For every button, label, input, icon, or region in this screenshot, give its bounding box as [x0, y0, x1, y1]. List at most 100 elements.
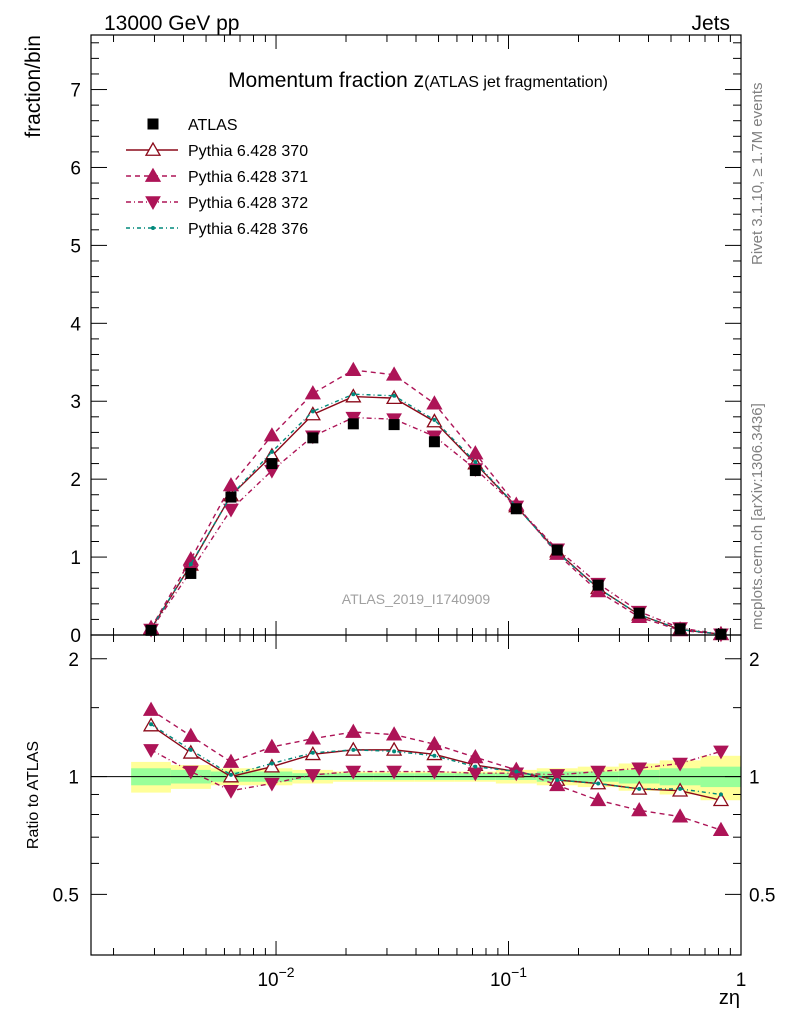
legend-marker — [144, 167, 162, 182]
data-point — [347, 418, 359, 430]
ratio-point — [385, 726, 403, 741]
ratio-tick-label: 0.5 — [53, 885, 79, 906]
data-point — [467, 445, 484, 460]
legend-entry: ATLAS — [147, 117, 238, 134]
ratio-point — [304, 730, 321, 745]
data-point — [432, 417, 437, 422]
ratio-point — [549, 769, 566, 783]
y-axis-label: fraction/bin — [22, 35, 45, 138]
legend-marker — [145, 196, 161, 211]
legend-marker — [147, 118, 159, 130]
legend-label: Pythia 6.428 372 — [188, 195, 308, 212]
data-point — [426, 395, 443, 410]
legend-entry: Pythia 6.428 372 — [126, 195, 308, 212]
ratio-point — [549, 776, 566, 792]
ratio-point — [718, 792, 723, 797]
ratio-point — [345, 765, 362, 780]
legend-label: ATLAS — [188, 117, 238, 134]
legend-label: Pythia 6.428 370 — [188, 143, 308, 160]
process-label: Jets — [691, 12, 730, 35]
data-point — [345, 361, 362, 376]
ratio-point — [473, 764, 478, 769]
series-line-main — [150, 416, 722, 635]
data-point — [469, 465, 481, 477]
legend: ATLAS Pythia 6.428 370 Pythia 6.428 371 Pyt… — [126, 117, 308, 238]
ratio-tick-label: 2 — [749, 650, 760, 671]
data-point — [185, 567, 197, 579]
data-point — [674, 623, 686, 635]
legend-label: Pythia 6.428 371 — [188, 169, 308, 186]
ratio-point — [228, 772, 233, 777]
axes-layer: 10−2 10−1 1 0 1 2 3 4 5 6 7 0.5 0.5 1 1 2 2 — [53, 34, 775, 991]
data-point — [633, 607, 645, 619]
ratio-point — [345, 723, 362, 738]
series-layer — [142, 361, 730, 836]
mcplots-label: mcplots.cern.ch [arXiv:1306.3436] — [749, 403, 766, 630]
legend-entry: Pythia 6.428 371 — [126, 167, 308, 186]
ratio-tick-label: 2 — [68, 650, 79, 671]
ratio-point — [432, 753, 437, 758]
ratio-point — [631, 801, 648, 817]
data-point — [385, 366, 403, 381]
y-tick-label: 4 — [70, 314, 81, 335]
data-point — [351, 392, 356, 397]
ratio-point — [712, 791, 730, 807]
ratio-point — [182, 727, 199, 742]
chart-title: Momentum fraction z(ATLAS jet fragmentat… — [228, 69, 608, 92]
ratio-point — [264, 777, 280, 792]
x-tick-label: 10−2 — [257, 964, 294, 991]
data-point — [510, 503, 522, 515]
data-point — [592, 579, 604, 591]
data-point — [225, 491, 237, 503]
data-point — [428, 436, 440, 448]
analysis-watermark: ATLAS_2019_I1740909 — [342, 591, 491, 607]
legend-marker — [151, 226, 155, 230]
ratio-point — [596, 781, 601, 786]
ratio-point — [263, 758, 281, 773]
y-tick-label: 0 — [70, 626, 81, 647]
ratio-point — [304, 769, 321, 783]
y-tick-label: 7 — [70, 81, 81, 102]
data-point — [473, 460, 478, 465]
ratio-point — [222, 753, 240, 768]
ratio-point — [712, 821, 730, 836]
ratio-point — [263, 738, 281, 753]
data-point — [304, 406, 321, 421]
ratio-point — [713, 745, 729, 760]
ratio-point — [351, 747, 356, 752]
legend-marker — [144, 141, 162, 156]
ratio-plot-frame — [90, 634, 742, 956]
ratio-uncertainty-bands — [131, 755, 741, 801]
chart-title-main: Momentum fraction z — [228, 69, 424, 92]
y-tick-label: 3 — [70, 392, 81, 413]
ratio-point — [555, 777, 560, 782]
data-point — [222, 477, 240, 492]
ratio-point — [223, 784, 239, 799]
y-tick-label: 6 — [70, 158, 81, 179]
energy-label: 13000 GeV pp — [104, 12, 239, 35]
data-point — [188, 562, 193, 567]
ratio-point — [188, 747, 193, 752]
ratio-point — [182, 765, 199, 780]
data-point — [310, 409, 315, 414]
series-line-ratio — [150, 709, 722, 831]
legend-entry: Pythia 6.428 370 — [126, 141, 308, 160]
ratio-point — [678, 786, 683, 791]
data-point — [269, 449, 274, 454]
x-axis-label: zη — [719, 987, 740, 1009]
data-point — [145, 624, 157, 636]
data-point — [307, 432, 319, 444]
x-tick-label: 1 — [736, 970, 747, 991]
data-point — [715, 628, 727, 640]
ratio-point — [392, 749, 397, 754]
ratio-point — [631, 762, 648, 777]
legend-entry: Pythia 6.428 376 — [126, 221, 308, 238]
data-point — [263, 427, 281, 442]
data-point — [304, 385, 321, 400]
series-line-main — [150, 393, 722, 635]
ratio-point — [637, 786, 642, 791]
ratio-point — [149, 722, 154, 727]
ratio-point — [426, 735, 443, 751]
data-point — [388, 419, 400, 431]
